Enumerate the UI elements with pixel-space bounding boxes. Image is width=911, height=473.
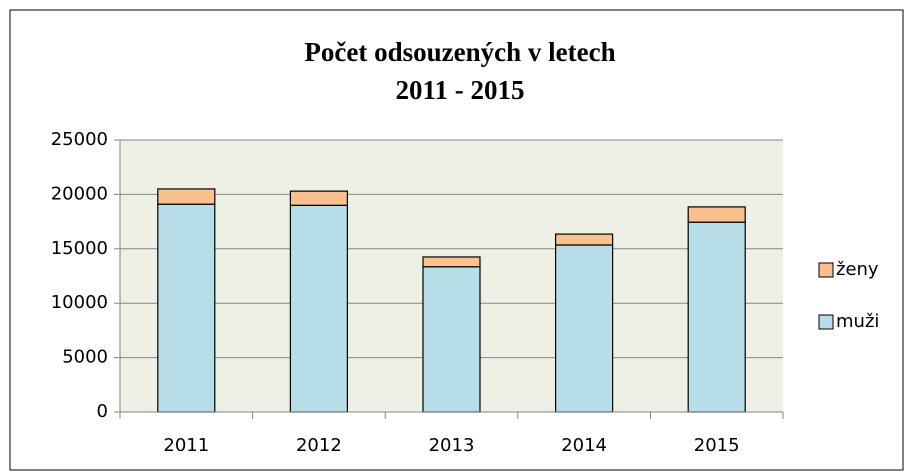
y-tick-label: 5000 <box>62 347 108 368</box>
legend-label: muži <box>836 311 879 332</box>
x-tick-label: 2013 <box>429 435 475 456</box>
chart-title: Počet odsouzených v letech <box>304 37 615 67</box>
bar-segment <box>554 244 614 413</box>
y-tick-label: 10000 <box>51 292 108 313</box>
y-tick-label: 20000 <box>51 183 108 204</box>
bar-segment <box>687 221 746 413</box>
legend-label: ženy <box>836 259 879 280</box>
x-tick-label: 2011 <box>163 435 209 456</box>
x-tick-label: 2015 <box>694 435 740 456</box>
bar-segment <box>157 188 216 205</box>
bar-segment <box>289 190 348 206</box>
y-tick-label: 0 <box>97 401 108 422</box>
y-tick-label: 25000 <box>51 129 108 150</box>
bar-segment <box>687 206 746 223</box>
bar-segment <box>554 233 614 246</box>
legend-swatch <box>818 262 834 278</box>
bar-segment <box>289 204 348 413</box>
bar-segment <box>422 266 481 413</box>
legend-swatch <box>818 314 834 330</box>
y-tick-label: 15000 <box>51 238 108 259</box>
bar-segment <box>422 256 481 268</box>
x-tick-label: 2012 <box>296 435 342 456</box>
x-tick-label: 2014 <box>561 435 607 456</box>
bar-segment <box>157 203 216 413</box>
chart-subtitle: 2011 - 2015 <box>395 75 524 105</box>
